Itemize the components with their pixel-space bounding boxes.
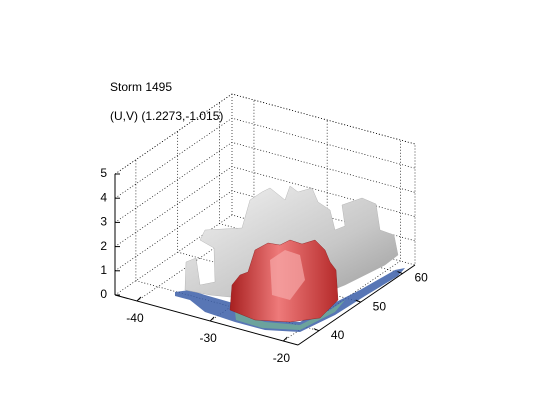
floor-contour bbox=[235, 300, 345, 330]
y-tick-label: 50 bbox=[373, 299, 387, 313]
z-tick-label: 2 bbox=[100, 239, 107, 253]
floor-contour bbox=[175, 268, 405, 332]
x-tick bbox=[209, 316, 215, 322]
y-tick bbox=[355, 299, 361, 303]
z-tick-label: 1 bbox=[100, 263, 107, 277]
x-axis bbox=[114, 294, 299, 346]
grid-line bbox=[114, 117, 416, 199]
y-tick bbox=[397, 271, 403, 275]
z-tick-label: 0 bbox=[100, 287, 107, 301]
z-tick-label: 3 bbox=[100, 215, 107, 229]
y-axis bbox=[297, 264, 416, 346]
x-tick-label: -20 bbox=[273, 351, 291, 365]
grid-line bbox=[114, 93, 416, 175]
y-tick-label: 60 bbox=[414, 271, 428, 285]
x-tick-label: -40 bbox=[126, 311, 144, 325]
z-tick-label: 4 bbox=[100, 190, 107, 204]
red-highlight bbox=[270, 250, 305, 300]
x-tick-label: -30 bbox=[199, 331, 217, 345]
grid-line bbox=[283, 140, 401, 342]
x-tick bbox=[136, 296, 142, 302]
chart-subtitle: (U,V) (1.2273,-1.015) bbox=[110, 109, 223, 123]
isosurface bbox=[175, 185, 405, 332]
chart-title: Storm 1495 bbox=[110, 80, 172, 94]
y-tick-label: 40 bbox=[331, 328, 345, 342]
x-tick bbox=[283, 336, 288, 342]
y-tick bbox=[313, 328, 320, 332]
z-tick-label: 5 bbox=[100, 166, 107, 180]
